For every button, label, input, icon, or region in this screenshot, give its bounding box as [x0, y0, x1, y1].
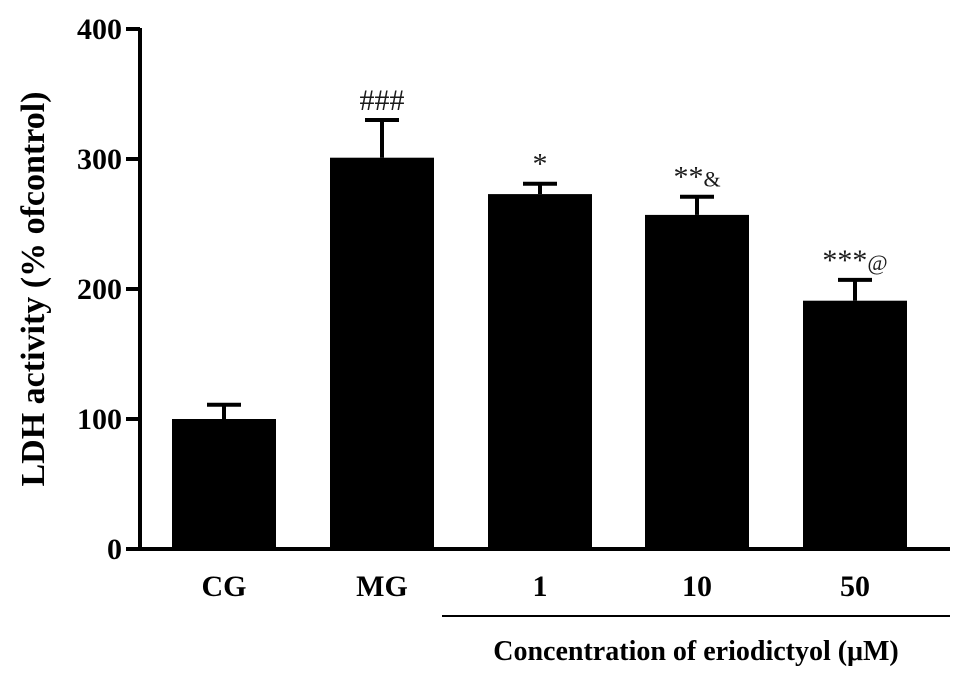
category-label: 10	[682, 570, 712, 603]
significance-marker: ###	[360, 84, 405, 117]
significance-annotations: ###* **&***@	[360, 84, 888, 277]
bar	[488, 194, 592, 549]
significance-symbol: *	[533, 148, 548, 181]
y-axis: 0 100 200 300 400	[77, 13, 142, 566]
category-label: CG	[202, 570, 247, 603]
significance-symbol: **	[673, 161, 703, 194]
category-labels: CG MG 1 10 50	[202, 570, 871, 603]
y-axis-label: LDH activity (% ofcontrol)	[15, 91, 52, 486]
significance-suffix: @	[867, 250, 887, 275]
significance-marker: ***@	[822, 244, 887, 277]
category-label: MG	[356, 570, 408, 603]
bar	[172, 419, 276, 549]
y-tick-label: 400	[77, 13, 122, 46]
category-label: 50	[840, 570, 870, 603]
bar	[330, 157, 434, 549]
error-bars	[207, 118, 872, 419]
x-axis-label: Concentration of eriodictyol (μM)	[493, 636, 898, 667]
significance-suffix: &	[703, 167, 720, 192]
bar	[803, 300, 907, 549]
significance-symbol: ***	[822, 244, 867, 277]
y-tick-label: 0	[107, 533, 122, 566]
significance-marker: *	[533, 148, 548, 181]
category-label: 1	[533, 570, 548, 603]
significance-marker: **&	[673, 161, 720, 194]
y-tick-label: 200	[77, 273, 122, 306]
bars	[172, 157, 907, 549]
significance-symbol: ###	[360, 84, 405, 117]
y-tick-label: 300	[77, 143, 122, 176]
bar	[645, 214, 749, 549]
y-tick-label: 100	[77, 403, 122, 436]
